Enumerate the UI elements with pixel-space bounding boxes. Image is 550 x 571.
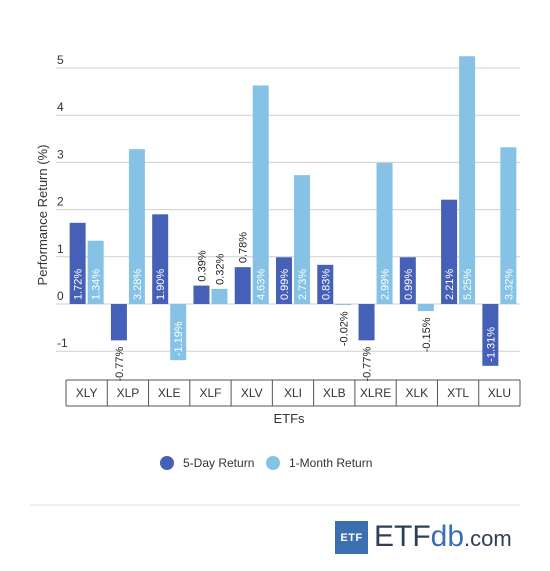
legend-marker [160, 456, 174, 470]
data-label: 0.78% [238, 232, 250, 263]
x-axis-title: ETFs [273, 411, 305, 426]
legend-label: 1-Month Return [289, 456, 372, 470]
bar-5day-xli [276, 257, 292, 304]
data-label: -0.77% [362, 346, 374, 381]
bar-5day-xly [69, 222, 86, 304]
data-label: 3.32% [503, 269, 515, 300]
legend-label: 5-Day Return [183, 456, 254, 470]
data-label: -1.31% [485, 327, 497, 362]
bar-5day-xlk [399, 257, 416, 304]
x-tick-label: XLY [76, 386, 98, 400]
data-label: 2.99% [380, 269, 392, 300]
logo-word-db: db [430, 520, 465, 553]
data-label: 0.99% [403, 269, 415, 300]
bar-1month-xlp [128, 149, 145, 304]
data-label: -0.77% [114, 346, 126, 381]
y-axis-title: Performance Return (%) [35, 145, 50, 286]
bar-5day-xlre [358, 304, 375, 341]
data-label: 2.21% [444, 269, 456, 300]
y-tick-label: 4 [57, 100, 64, 114]
x-tick-label: XLB [323, 386, 346, 400]
data-label: -1.19% [173, 321, 185, 356]
category-table: XLY XLP XLE XLF XLV XLI XLB XLRE XLK XTL XLU [65, 379, 521, 407]
bar-1month-xle [170, 304, 187, 361]
x-tick-label: XTL [447, 386, 469, 400]
data-label: 1.34% [91, 269, 103, 300]
bar-1month-xlf [211, 288, 228, 304]
x-tick-label: XLV [241, 386, 263, 400]
bar-1month-xlb [335, 304, 352, 305]
bar-1month-xtl [459, 56, 476, 305]
data-label: 2.73% [297, 269, 309, 300]
data-label: -0.02% [338, 311, 350, 346]
x-tick-label: XLE [158, 386, 181, 400]
legend-marker [266, 456, 280, 470]
bars: 1.72% 1.34% -0.77% 3.28% 1.90% -1.19% 0.39% 0.3… [69, 56, 517, 382]
data-label: -0.15% [421, 317, 433, 352]
etfdb-logo: ETF ETFdb.com [335, 520, 512, 555]
bar-5day-xtl [441, 199, 458, 304]
x-tick-label: XLP [117, 386, 140, 400]
logo-word-com: .com [464, 526, 512, 551]
bar-1month-xlv [252, 85, 269, 305]
bar-1month-xlre [376, 162, 393, 304]
bar-1month-xlu [500, 147, 517, 304]
y-tick-label: 0 [57, 289, 64, 303]
bar-5day-xlp [110, 304, 127, 341]
y-tick-label: 5 [57, 53, 64, 67]
data-label: 5.25% [462, 269, 474, 300]
legend: 5-Day Return 1-Month Return [160, 456, 372, 470]
data-label: 0.39% [196, 250, 208, 281]
bar-5day-xlu [482, 304, 499, 366]
logo-wordmark: ETFdb.com [374, 520, 512, 555]
bar-1month-xli [294, 175, 310, 304]
bar-5day-xlf [193, 285, 210, 304]
data-label: 1.90% [155, 269, 167, 300]
data-label: 0.99% [279, 269, 291, 300]
y-tick-labels: 5 4 3 2 1 0 -1 [57, 53, 68, 350]
x-tick-label: XLK [405, 386, 428, 400]
y-tick-label: -1 [57, 336, 68, 350]
bar-5day-xlv [234, 267, 251, 304]
x-tick-label: XLI [284, 386, 302, 400]
x-tick-label: XLF [199, 386, 221, 400]
data-label: 1.72% [73, 269, 85, 300]
data-label: 0.83% [320, 269, 332, 300]
bar-5day-xle [152, 214, 169, 304]
bar-1month-xly [87, 240, 104, 304]
y-tick-label: 1 [57, 242, 64, 256]
y-tick-label: 3 [57, 147, 64, 161]
data-label: 3.28% [132, 269, 144, 300]
data-label: 4.63% [256, 269, 268, 300]
bar-1month-xlk [417, 304, 434, 312]
data-label: 0.32% [214, 253, 226, 284]
x-tick-label: XLRE [360, 386, 391, 400]
logo-badge: ETF [335, 521, 368, 554]
x-tick-label: XLU [488, 386, 511, 400]
bar-5day-xlb [317, 264, 334, 304]
y-tick-label: 2 [57, 195, 64, 209]
logo-word-etf: ETF [374, 520, 431, 553]
